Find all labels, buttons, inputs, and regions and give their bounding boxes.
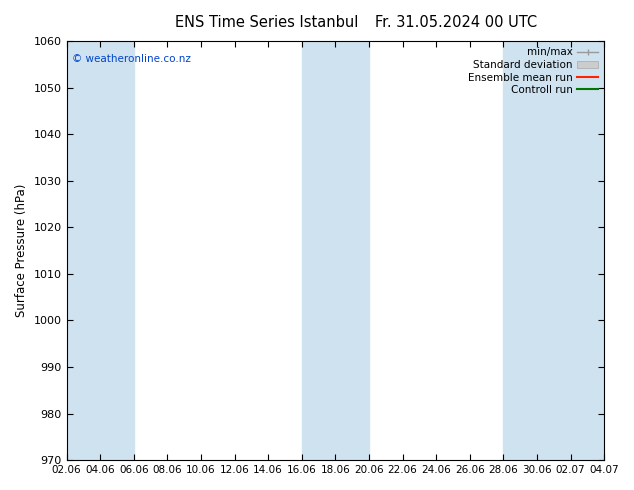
Bar [302,41,369,460]
Y-axis label: Surface Pressure (hPa): Surface Pressure (hPa) [15,184,28,318]
Bar [604,41,634,460]
Bar [604,41,634,460]
Text: Fr. 31.05.2024 00 UTC: Fr. 31.05.2024 00 UTC [375,15,538,30]
Bar [503,41,604,460]
Legend: min/max, Standard deviation, Ensemble mean run, Controll run: min/max, Standard deviation, Ensemble me… [467,46,599,96]
Text: © weatheronline.co.nz: © weatheronline.co.nz [72,53,191,64]
Bar [67,41,134,460]
Text: ENS Time Series Istanbul: ENS Time Series Istanbul [174,15,358,30]
